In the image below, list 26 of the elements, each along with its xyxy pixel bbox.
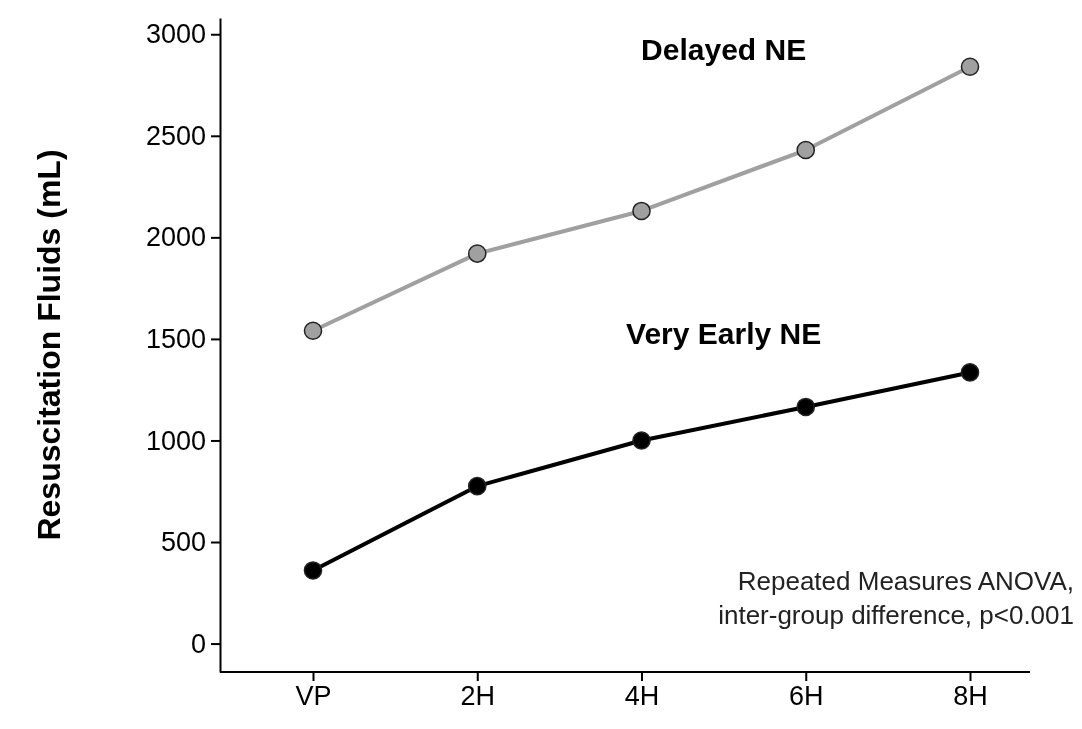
y-tick-label: 2500 [145,120,206,151]
point [467,244,487,263]
annotation: Repeated Measures ANOVA, inter-group difference, p<0.001 [718,566,1074,630]
y-tick-label: 1000 [145,425,206,456]
y-tick-label: 500 [160,527,206,558]
point [796,397,816,417]
point [467,476,487,496]
point [632,431,651,450]
y-tick-label: 3000 [145,19,206,50]
y-axis-title: Resuscitation Fluids (mL) [31,149,67,541]
x-tick-label: 2H [460,681,496,712]
point [960,57,980,77]
point [303,561,323,580]
point [960,363,980,382]
point [796,140,816,160]
x-tick-label: VP [295,681,332,712]
x-tick-label: 6H [788,681,824,712]
point [303,321,323,341]
x-tick-label: 8H [953,681,988,712]
series-label: Very Early NE [626,316,822,350]
x-tick-label: 4H [624,681,660,712]
y-tick-label: 1500 [145,324,206,355]
point [632,201,651,221]
y-tick-label: 2000 [145,222,206,253]
y-tick-label: 0 [190,628,206,659]
text: Delayed NE [641,33,807,67]
